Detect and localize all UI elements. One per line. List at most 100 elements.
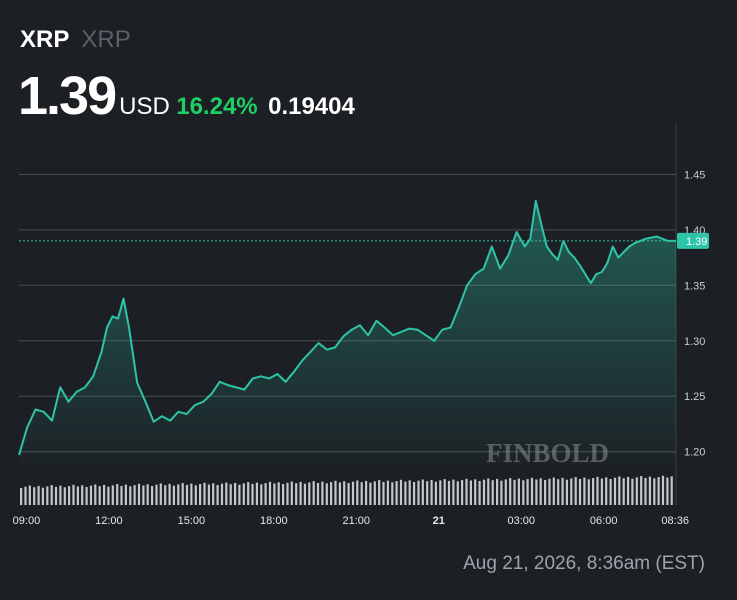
volume-bar bbox=[242, 483, 245, 505]
volume-bar bbox=[648, 476, 651, 505]
volume-bar bbox=[168, 483, 171, 505]
volume-bar bbox=[37, 485, 40, 505]
volume-bar bbox=[496, 478, 499, 505]
volume-bar bbox=[653, 478, 656, 505]
volume-bar bbox=[251, 483, 254, 505]
volume-bar bbox=[129, 486, 132, 505]
volume-bar bbox=[203, 482, 206, 505]
volume-bar bbox=[609, 479, 612, 505]
volume-bar bbox=[491, 480, 494, 505]
volume-bar bbox=[434, 481, 437, 505]
volume-bar bbox=[146, 484, 149, 505]
volume-bar bbox=[670, 476, 673, 505]
volume-bar bbox=[439, 480, 442, 505]
volume-bar bbox=[299, 481, 302, 505]
finbold-watermark: FINBOLD bbox=[486, 438, 610, 468]
volume-bar bbox=[277, 482, 280, 505]
volume-bar bbox=[24, 486, 27, 505]
volume-bar bbox=[120, 485, 123, 505]
volume-bar bbox=[94, 484, 97, 505]
volume-bar bbox=[234, 482, 237, 505]
volume-bar bbox=[89, 485, 93, 505]
volume-bar bbox=[321, 481, 324, 505]
timestamp: Aug 21, 2026, 8:36am (EST) bbox=[463, 553, 705, 574]
volume-bar bbox=[63, 487, 66, 505]
x-tick-label: 12:00 bbox=[95, 515, 123, 527]
volume-bar bbox=[399, 479, 403, 505]
volume-bar bbox=[76, 486, 79, 505]
volume-bar bbox=[426, 481, 429, 505]
volume-bar bbox=[330, 482, 333, 505]
current-price-label: 1.39 bbox=[686, 236, 707, 248]
x-tick-label: 21:00 bbox=[343, 515, 371, 527]
volume-bar bbox=[500, 480, 503, 505]
volume-bar bbox=[295, 483, 298, 505]
volume-bar bbox=[583, 477, 586, 505]
volume-bar bbox=[474, 479, 477, 505]
price-change-percent: 16.24% bbox=[176, 93, 258, 120]
y-tick-label: 1.20 bbox=[684, 447, 705, 459]
volume-bar bbox=[526, 479, 529, 505]
volume-bar bbox=[264, 483, 267, 505]
volume-bar bbox=[417, 480, 420, 505]
volume-bar bbox=[596, 476, 599, 505]
ticker-header: XRP XRP bbox=[20, 26, 131, 54]
volume-bar bbox=[325, 483, 328, 505]
volume-bar bbox=[137, 483, 141, 505]
volume-bar bbox=[220, 483, 224, 505]
volume-bar bbox=[190, 483, 193, 505]
volume-bar bbox=[517, 478, 520, 505]
volume-bar bbox=[513, 479, 516, 505]
current-price-badge bbox=[677, 232, 709, 249]
volume-bar bbox=[338, 482, 341, 505]
volume-bar bbox=[530, 477, 534, 505]
volume-bar bbox=[631, 478, 634, 505]
x-tick-label: 03:00 bbox=[507, 515, 535, 527]
price-row: 1.39 USD 16.24% 0.19404 bbox=[18, 68, 355, 138]
volume-bar bbox=[33, 487, 36, 505]
x-tick-label: 08:36 bbox=[661, 515, 689, 527]
volume-bar bbox=[68, 486, 71, 505]
volume-bar bbox=[124, 484, 127, 505]
volume-bar bbox=[28, 485, 31, 505]
y-tick-label: 1.30 bbox=[684, 336, 705, 348]
ticker-name: XRP bbox=[81, 26, 131, 53]
volume-bar bbox=[509, 478, 512, 505]
volume-bar bbox=[260, 484, 263, 505]
volume-bar bbox=[666, 477, 669, 505]
volume-bar bbox=[360, 482, 363, 505]
volume-bar bbox=[369, 482, 372, 505]
volume-bar bbox=[661, 475, 665, 505]
price-value: 1.39 bbox=[18, 66, 117, 126]
volume-bar bbox=[565, 479, 568, 505]
volume-bar bbox=[286, 482, 289, 505]
volume-bar bbox=[282, 484, 285, 505]
volume-bar bbox=[469, 480, 472, 505]
volume-bar bbox=[592, 478, 595, 505]
volume-bar bbox=[46, 486, 49, 505]
volume-bar bbox=[487, 478, 490, 505]
ticker-symbol: XRP bbox=[20, 26, 70, 53]
volume-bar bbox=[447, 480, 451, 505]
volume-bar bbox=[347, 483, 350, 505]
volume-bar bbox=[81, 485, 84, 505]
price-change-absolute: 0.19404 bbox=[268, 93, 355, 120]
volume-bar bbox=[255, 482, 258, 505]
volume-bar bbox=[552, 477, 555, 505]
volume-bar bbox=[373, 481, 376, 505]
volume-bar bbox=[461, 480, 464, 505]
x-tick-label: 18:00 bbox=[260, 515, 288, 527]
volume-bar bbox=[391, 482, 394, 505]
volume-bar bbox=[522, 480, 525, 505]
volume-bar bbox=[268, 481, 272, 505]
volume-bar bbox=[142, 485, 145, 505]
volume-bar bbox=[225, 482, 228, 505]
x-tick-label: 21 bbox=[433, 515, 445, 527]
volume-bar bbox=[316, 482, 320, 505]
volume-bar bbox=[181, 483, 184, 505]
volume-bar bbox=[365, 480, 368, 505]
volume-bar bbox=[465, 478, 468, 505]
volume-bar bbox=[605, 477, 608, 505]
volume-bar bbox=[290, 481, 293, 505]
